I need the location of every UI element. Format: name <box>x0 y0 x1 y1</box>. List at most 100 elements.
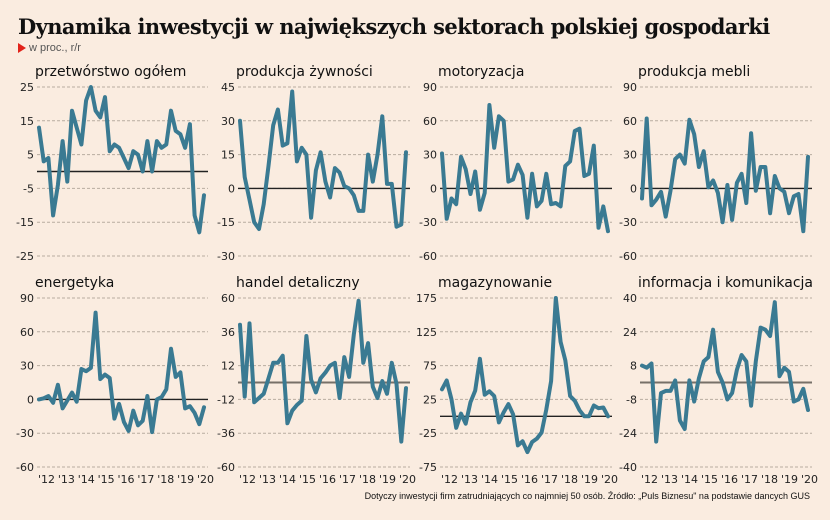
x-tick-label: '16 <box>521 473 538 486</box>
chart-panel: magazynowanie1751257525-25-75'12'13'14'1… <box>416 275 618 486</box>
y-tick-label: -15 <box>16 216 34 229</box>
x-tick-label: '19 <box>781 473 798 486</box>
y-tick-label: 12 <box>221 360 235 373</box>
y-tick-label: -30 <box>619 216 637 229</box>
subtitle-text: w proc., r/r <box>29 42 81 54</box>
x-tick-label: '18 <box>761 473 778 486</box>
y-tick-label: -12 <box>217 393 235 406</box>
y-tick-label: 25 <box>20 81 34 94</box>
x-tick-label: '18 <box>157 473 174 486</box>
series-line <box>640 116 810 234</box>
panel-title: energetyka <box>35 275 114 291</box>
x-tick-label: '18 <box>359 473 376 486</box>
x-tick-label: '12 <box>239 473 256 486</box>
y-tick-label: 25 <box>423 393 437 406</box>
x-tick-label: '16 <box>319 473 336 486</box>
chart-panel: energetyka9060300-30-60'12'13'14'15'16'1… <box>16 275 214 486</box>
y-tick-label: -36 <box>217 427 235 440</box>
x-tick-label: '15 <box>299 473 316 486</box>
y-tick-label: 30 <box>623 149 637 162</box>
series-line <box>37 85 206 235</box>
x-tick-label: '12 <box>441 473 458 486</box>
y-tick-label: 90 <box>423 81 437 94</box>
y-tick-label: 0 <box>430 182 437 195</box>
y-tick-label: 5 <box>27 149 34 162</box>
x-tick-label: '18 <box>561 473 578 486</box>
y-tick-label: -25 <box>16 250 34 263</box>
y-tick-label: 30 <box>221 115 235 128</box>
y-tick-label: 30 <box>20 360 34 373</box>
panel-title: przetwórstwo ogółem <box>35 64 186 80</box>
chart-subtitle: w proc., r/r <box>18 42 81 54</box>
x-tick-label: '19 <box>379 473 396 486</box>
x-tick-label: '14 <box>279 473 296 486</box>
panel-title: motoryzacja <box>438 64 524 80</box>
x-tick-label: '12 <box>641 473 658 486</box>
triangle-marker-icon <box>18 43 26 53</box>
y-tick-label: 0 <box>630 182 637 195</box>
y-tick-label: 0 <box>27 393 34 406</box>
y-tick-label: 30 <box>423 149 437 162</box>
x-tick-label: '20 <box>399 473 416 486</box>
panel-title: informacja i komunikacja <box>638 275 813 291</box>
y-tick-label: -24 <box>619 427 637 440</box>
panel-title: produkcja mebli <box>638 64 750 80</box>
x-tick-label: '12 <box>38 473 55 486</box>
x-tick-label: '13 <box>58 473 75 486</box>
x-tick-label: '14 <box>78 473 95 486</box>
chart-title: Dynamika inwestycji w największych sekto… <box>18 14 770 39</box>
y-tick-label: -60 <box>619 250 637 263</box>
x-tick-label: '19 <box>177 473 194 486</box>
y-tick-label: 15 <box>221 149 235 162</box>
y-tick-label: 125 <box>416 326 437 339</box>
x-tick-label: '19 <box>581 473 598 486</box>
x-tick-label: '16 <box>118 473 135 486</box>
y-tick-label: 90 <box>20 292 34 305</box>
series-line <box>440 296 610 455</box>
panel-title: produkcja żywności <box>236 64 373 80</box>
y-tick-label: -30 <box>217 250 235 263</box>
panel-title: magazynowanie <box>438 275 552 291</box>
y-tick-label: -60 <box>419 250 437 263</box>
x-tick-label: '17 <box>741 473 758 486</box>
series-line <box>440 103 610 234</box>
x-tick-label: '16 <box>721 473 738 486</box>
x-tick-label: '14 <box>681 473 698 486</box>
y-tick-label: 0 <box>228 182 235 195</box>
series-line <box>640 300 810 444</box>
x-tick-label: '17 <box>541 473 558 486</box>
y-tick-label: 24 <box>623 326 637 339</box>
x-tick-label: '17 <box>137 473 154 486</box>
y-tick-label: 75 <box>423 360 437 373</box>
y-tick-label: -15 <box>217 216 235 229</box>
footnote-source: Dotyczy inwestycji firm zatrudniających … <box>364 491 810 501</box>
y-tick-label: -60 <box>16 461 34 474</box>
x-tick-label: '13 <box>661 473 678 486</box>
y-tick-label: -30 <box>16 427 34 440</box>
y-tick-label: 40 <box>623 292 637 305</box>
x-tick-label: '20 <box>601 473 618 486</box>
x-tick-label: '15 <box>701 473 718 486</box>
series-line <box>37 310 206 435</box>
y-tick-label: -60 <box>217 461 235 474</box>
y-tick-label: 8 <box>630 360 637 373</box>
y-tick-label: -30 <box>419 216 437 229</box>
y-tick-label: 36 <box>221 326 235 339</box>
y-tick-label: 175 <box>416 292 437 305</box>
x-tick-label: '13 <box>461 473 478 486</box>
y-tick-label: 60 <box>20 326 34 339</box>
y-tick-label: 45 <box>221 81 235 94</box>
panel-title: handel detaliczny <box>236 275 360 291</box>
x-tick-label: '20 <box>197 473 214 486</box>
y-tick-label: -25 <box>419 427 437 440</box>
y-tick-label: -8 <box>626 393 637 406</box>
x-tick-label: '15 <box>98 473 115 486</box>
y-tick-label: 60 <box>423 115 437 128</box>
chart-panel: handel detaliczny603612-12-36-60'12'13'1… <box>217 275 416 486</box>
